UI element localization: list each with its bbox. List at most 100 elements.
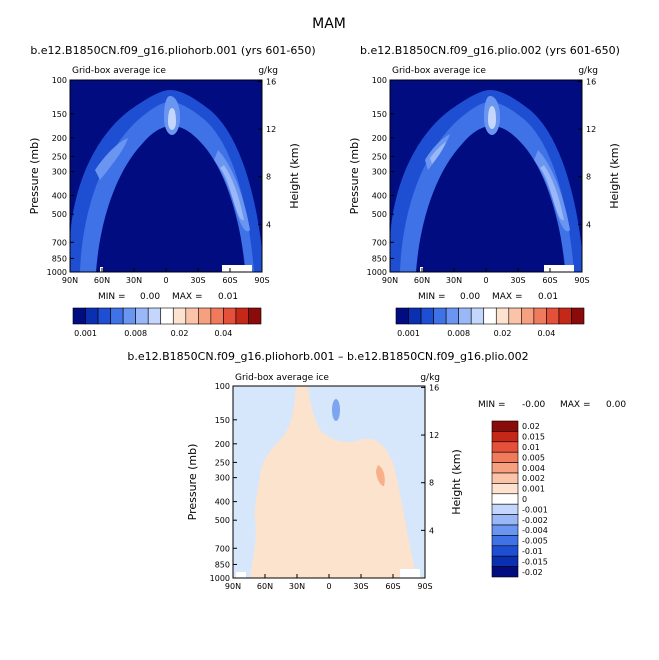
y-tick-label: 300 [372, 168, 387, 177]
y-tick-label: 850 [372, 254, 387, 263]
colorbar-swatch [248, 307, 262, 325]
y-tick-label: 200 [52, 134, 67, 143]
x-tick-label: 0 [163, 276, 168, 285]
colorbar-swatch [491, 462, 519, 474]
x-tick-label: 90S [574, 276, 589, 285]
y-tick-label: 1000 [367, 268, 387, 277]
y-tick-label: 100 [52, 76, 67, 85]
colorbar-swatch [210, 307, 224, 325]
y-tick-label: 150 [372, 110, 387, 119]
height-tick-label: 8 [586, 173, 591, 182]
x-tick-label: 60N [94, 276, 110, 285]
colorbar-swatch [483, 307, 497, 325]
colorbar-swatch [85, 307, 99, 325]
colorbar-label: 0.001 [522, 485, 545, 494]
panel-2-plot [389, 79, 583, 273]
colorbar-swatch [571, 307, 585, 325]
panel-1-title: b.e12.B1850CN.f09_g16.pliohorb.001 (yrs … [30, 44, 315, 57]
colorbar-label: 0.02 [494, 329, 512, 338]
panel-1-max-label: MAX = [172, 292, 203, 302]
y-tick-label: 700 [215, 544, 230, 553]
colorbar-swatch [491, 483, 519, 495]
y-tick-label: 850 [215, 560, 230, 569]
x-tick-label: 0 [326, 582, 331, 591]
panel-3-plot [232, 385, 426, 579]
colorbar-label: 0.015 [522, 433, 545, 442]
height-tick-label: 16 [429, 383, 439, 392]
colorbar-swatch [558, 307, 572, 325]
x-tick-label: 30N [289, 582, 305, 591]
colorbar-swatch [491, 493, 519, 505]
panel-1-region-tropics-core [168, 108, 176, 130]
y-tick-label: 1000 [210, 574, 230, 583]
colorbar-swatch [147, 307, 162, 325]
panel-1-plot [69, 79, 263, 273]
panel-2-max-label: MAX = [492, 292, 523, 302]
colorbar-swatch [491, 431, 519, 443]
panel-3-label: Grid-box average ice [235, 373, 329, 383]
x-tick-label: 60S [385, 582, 400, 591]
panel-2-min-label: MIN = [418, 292, 446, 302]
colorbar-label: 0.04 [537, 329, 555, 338]
y-tick-label: 500 [372, 210, 387, 219]
colorbar-swatch [491, 524, 519, 536]
panel-1-units: g/kg [258, 66, 278, 76]
y-tick-label: 700 [372, 238, 387, 247]
colorbar-label: 0.001 [397, 329, 420, 338]
colorbar-label: 0.005 [522, 453, 545, 462]
panel-1-max-value: 0.01 [218, 292, 238, 302]
height-tick-label: 8 [429, 479, 434, 488]
colorbar-label: -0.004 [522, 526, 548, 535]
panel-3-max-label: MAX = [560, 400, 591, 410]
colorbar-swatch [491, 535, 519, 547]
height-tick-label: 4 [266, 220, 271, 229]
colorbar-label: 0.02 [522, 422, 540, 431]
y-tick-label: 700 [52, 238, 67, 247]
colorbar-label: -0.002 [522, 516, 548, 525]
x-tick-label: 90S [417, 582, 432, 591]
panel-3-ylabel: Pressure (mb) [186, 444, 199, 521]
y-tick-label: 500 [52, 210, 67, 219]
colorbar-swatch [395, 307, 409, 325]
colorbar-swatch [433, 307, 447, 325]
colorbar-swatch [185, 307, 199, 325]
x-tick-label: 60S [222, 276, 237, 285]
colorbar-swatch [508, 307, 522, 325]
colorbar-label: 0.008 [447, 329, 470, 338]
y-tick-label: 300 [52, 168, 67, 177]
y-tick-label: 250 [52, 152, 67, 161]
y-tick-label: 400 [372, 192, 387, 201]
x-tick-label: 30N [126, 276, 142, 285]
x-tick-label: 60N [257, 582, 273, 591]
colorbar-label: -0.015 [522, 557, 548, 566]
colorbar-swatch [135, 307, 149, 325]
colorbar-swatch [533, 307, 547, 325]
colorbar-swatch [420, 307, 434, 325]
colorbar-swatch [491, 514, 519, 526]
x-tick-label: 30N [446, 276, 462, 285]
colorbar-swatch [72, 307, 86, 325]
panel-1-min-value: 0.00 [140, 292, 160, 302]
colorbar-label: -0.01 [522, 547, 543, 556]
colorbar-label: 0.02 [171, 329, 189, 338]
panel-2-region-south-core [540, 165, 564, 221]
colorbar-swatch [546, 307, 560, 325]
x-tick-label: 90N [62, 276, 78, 285]
colorbar-label: -0.005 [522, 537, 548, 546]
colorbar-label: 0.004 [522, 464, 545, 473]
y-tick-label: 400 [215, 498, 230, 507]
panel-2-title: b.e12.B1850CN.f09_g16.plio.002 (yrs 601-… [360, 44, 620, 57]
panel-3-region-antarctica [400, 569, 420, 578]
panel-1-colorbar: 0.001 0.008 0.02 0.04 [72, 307, 262, 338]
colorbar-swatch [458, 307, 472, 325]
panel-2-max-value: 0.01 [538, 292, 558, 302]
height-tick-label: 4 [429, 526, 434, 535]
x-tick-label: 90N [225, 582, 241, 591]
panel-3-ylabel-right: Height (km) [450, 449, 463, 515]
height-tick-label: 12 [429, 431, 439, 440]
panel-2-colorbar: 0.001 0.008 0.02 0.04 [395, 307, 585, 338]
y-tick-label: 100 [372, 76, 387, 85]
